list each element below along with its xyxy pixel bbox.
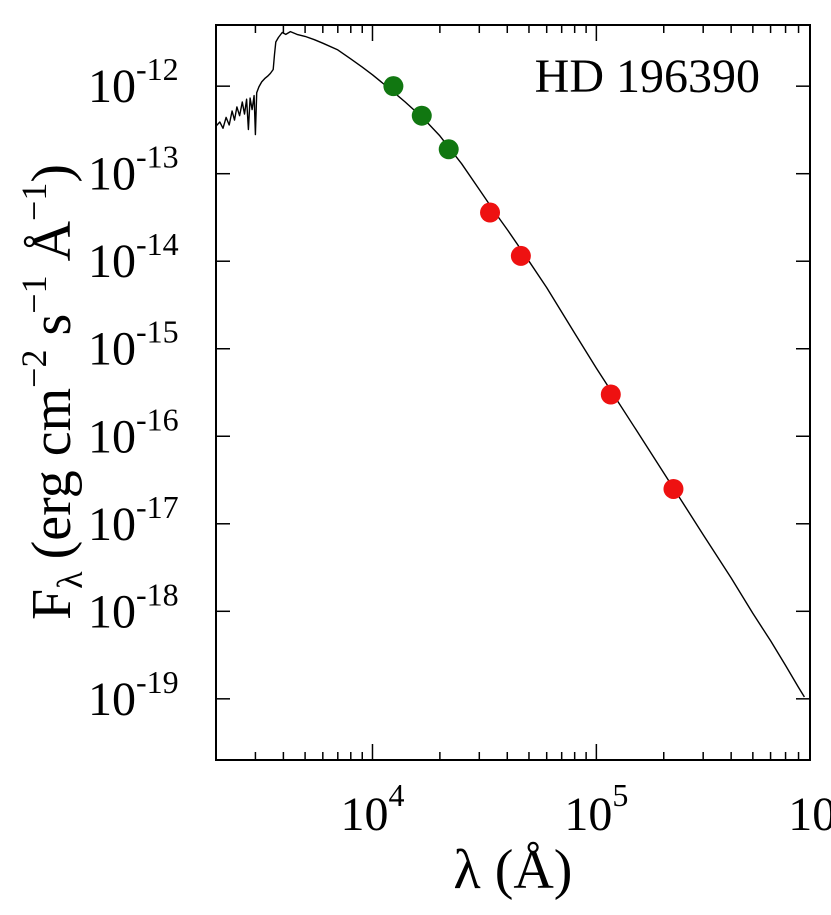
y-axis-label-units-s: s xyxy=(21,314,83,350)
y-tick-label-base: 10 xyxy=(88,585,136,638)
y-tick-label-base: 10 xyxy=(88,60,136,113)
y-tick-label: 10-13 xyxy=(88,139,179,201)
x-tick-label-base: 10 xyxy=(340,788,388,841)
y-tick-label: 10-16 xyxy=(88,401,179,463)
y-axis-label-close: ) xyxy=(21,164,83,183)
x-tick-label-base: 10 xyxy=(788,788,831,841)
y-tick-label-exp: -12 xyxy=(136,51,179,87)
x-axis-tick-labels: 104105106 xyxy=(340,777,831,841)
x-axis-ticks xyxy=(215,25,811,760)
y-tick-label: 10-19 xyxy=(88,664,179,726)
photometry-point-green xyxy=(383,76,404,97)
photometry-point-green xyxy=(411,105,432,126)
y-axis-label-exp-a: −1 xyxy=(14,183,54,221)
y-tick-label-base: 10 xyxy=(88,498,136,551)
y-tick-label-base: 10 xyxy=(88,673,136,726)
y-axis-label-exp-s: −1 xyxy=(14,275,54,313)
y-tick-label-exp: -16 xyxy=(136,401,179,437)
y-tick-label-exp: -19 xyxy=(136,664,179,700)
y-axis-ticks xyxy=(216,85,810,700)
y-tick-label-base: 10 xyxy=(88,410,136,463)
x-tick-label: 105 xyxy=(564,777,628,841)
y-axis-label-symbol: F xyxy=(21,589,83,620)
y-axis-label: Fλ(erg cm−2 s−1 Å−1) xyxy=(14,164,90,620)
y-axis-label-subscript: λ xyxy=(50,571,90,589)
photometry-point-red xyxy=(663,478,684,499)
y-tick-label: 10-17 xyxy=(88,489,179,551)
photometry-points xyxy=(383,76,684,499)
y-tick-label-base: 10 xyxy=(88,148,136,201)
y-tick-label-exp: -17 xyxy=(136,489,179,525)
y-axis-label-units-a: Å xyxy=(21,220,83,275)
x-tick-label: 104 xyxy=(340,777,404,841)
y-tick-label: 10-15 xyxy=(88,314,179,376)
y-axis-label-exp-cm: −2 xyxy=(14,350,54,388)
y-tick-label-exp: -15 xyxy=(136,314,179,350)
y-tick-label-base: 10 xyxy=(88,235,136,288)
chart-title: HD 196390 xyxy=(535,50,760,103)
photometry-point-red xyxy=(600,384,621,405)
y-axis-label-units: (erg cm xyxy=(21,388,83,560)
x-tick-label-base: 10 xyxy=(564,788,612,841)
photometry-point-green xyxy=(438,139,459,160)
photometry-point-red xyxy=(510,245,531,266)
y-tick-label-exp: -13 xyxy=(136,139,179,175)
y-tick-label-exp: -14 xyxy=(136,226,179,262)
x-axis-label: λ (Å) xyxy=(454,839,573,901)
x-tick-label-exp: 4 xyxy=(388,777,404,813)
photometry-point-red xyxy=(480,202,501,223)
y-tick-label-exp: -18 xyxy=(136,576,179,612)
x-tick-label: 106 xyxy=(788,777,831,841)
y-tick-label: 10-18 xyxy=(88,576,179,638)
y-tick-label-base: 10 xyxy=(88,323,136,376)
y-tick-label: 10-12 xyxy=(88,51,179,113)
y-tick-label: 10-14 xyxy=(88,226,179,288)
plot-frame xyxy=(215,24,811,761)
model-sed-line xyxy=(216,30,805,698)
x-tick-label-exp: 5 xyxy=(612,777,628,813)
